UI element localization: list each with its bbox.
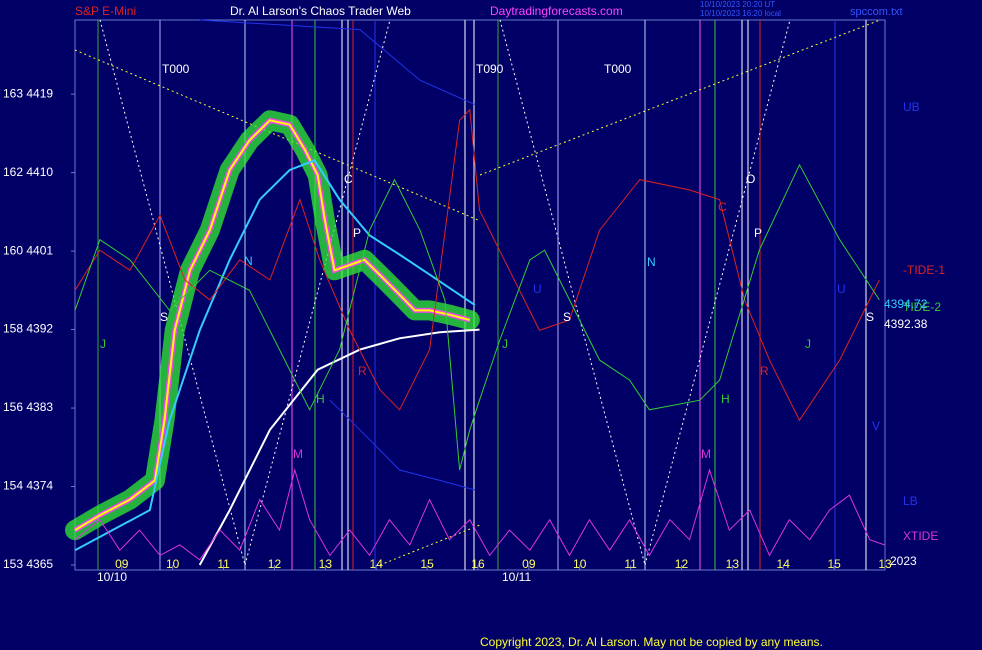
y-tick-label: 156 4383 (3, 400, 53, 414)
trend-line (644, 19, 791, 566)
x-tick-label: 13 (319, 557, 333, 571)
annotation: 4392.38 (884, 317, 928, 331)
date-label: 10/10 (97, 570, 127, 584)
series-label: UB (903, 100, 920, 114)
chart-title: Dr. Al Larson's Chaos Trader Web (230, 4, 411, 18)
series-line (74, 163, 880, 471)
annotation: M (701, 447, 711, 461)
plot-frame (74, 19, 886, 571)
site: Daytradingforecasts.com (490, 4, 623, 18)
annotation: M (293, 447, 303, 461)
annotation: N (647, 255, 656, 269)
series-label: LB (903, 494, 918, 508)
x-tick-label: 12 (675, 557, 689, 571)
timestamp: 10/10/2023 20:20 UT (700, 0, 775, 9)
y-tick-label: 163 4419 (3, 86, 53, 100)
trend-line (479, 19, 881, 176)
y-tick-label: 160 4401 (3, 243, 53, 257)
annotation: U (533, 282, 542, 296)
time-lines (97, 20, 867, 570)
copyright: Copyright 2023, Dr. Al Larson. May not b… (480, 635, 823, 649)
x-tick-label: 11 (217, 557, 230, 571)
y-tick-label: 154 4374 (3, 479, 53, 493)
symbol: S&P E-Mini (75, 4, 136, 18)
series-line (74, 108, 880, 422)
annotation: R (358, 364, 367, 378)
annotation: R (760, 364, 769, 378)
x-tick-label: 14 (370, 557, 384, 571)
annotation: J (502, 337, 508, 351)
x-tick-label: 09 (115, 557, 129, 571)
annotation: N (244, 254, 253, 268)
date-label: 10/11 (502, 570, 531, 584)
series-line (329, 399, 476, 491)
annotation: O (746, 172, 755, 186)
x-tick-label: 13 (726, 557, 740, 571)
annotation: 4394.72 (884, 297, 928, 311)
series-label: -TIDE-1 (903, 263, 945, 277)
trend-line (99, 19, 246, 566)
series-line (74, 119, 471, 531)
series-line (74, 468, 885, 561)
file-name: spccom.txt (850, 6, 903, 18)
trend-lines (74, 19, 881, 566)
x-tick-label: 11 (624, 557, 637, 571)
x-tick-label: 15 (420, 557, 434, 571)
y-tick-label: 153 4365 (3, 557, 53, 571)
annotation: P (353, 226, 361, 240)
x-tick-label: 13 (878, 557, 892, 571)
annotation: T000 (162, 62, 190, 76)
x-tick-label: 14 (777, 557, 791, 571)
series-line (74, 159, 476, 552)
x-tick-label: 10 (166, 557, 180, 571)
annotation: S (160, 310, 168, 324)
annotation: V (872, 419, 880, 433)
date-label: 2023 (890, 554, 917, 568)
annotation: S (866, 310, 874, 324)
trend-line (244, 19, 391, 566)
annotation: J (100, 337, 106, 351)
annotation: S (563, 310, 571, 324)
y-tick-label: 158 4392 (3, 322, 53, 336)
series-label: XTIDE (903, 529, 938, 543)
annotation: C (344, 172, 353, 186)
y-tick-label: 162 4410 (3, 165, 53, 179)
annotation: T000 (604, 62, 632, 76)
annotation: H (721, 392, 730, 406)
annotation: C (718, 200, 727, 214)
annotation: H (316, 392, 325, 406)
series-line (199, 19, 476, 106)
annotation: J (805, 337, 811, 351)
annotation: U (837, 282, 846, 296)
x-tick-label: 10 (573, 557, 587, 571)
trend-line (499, 19, 646, 566)
annotation: T090 (476, 62, 504, 76)
x-tick-label: 15 (827, 557, 841, 571)
series-line (198, 328, 480, 566)
x-tick-label: 09 (522, 557, 536, 571)
annotation: P (754, 226, 762, 240)
x-tick-label: 16 (471, 557, 485, 571)
x-tick-label: 12 (268, 557, 282, 571)
timestamp: 10/10/2023 16:20 local (700, 9, 781, 18)
series-label: TIDE-2 (903, 300, 941, 314)
